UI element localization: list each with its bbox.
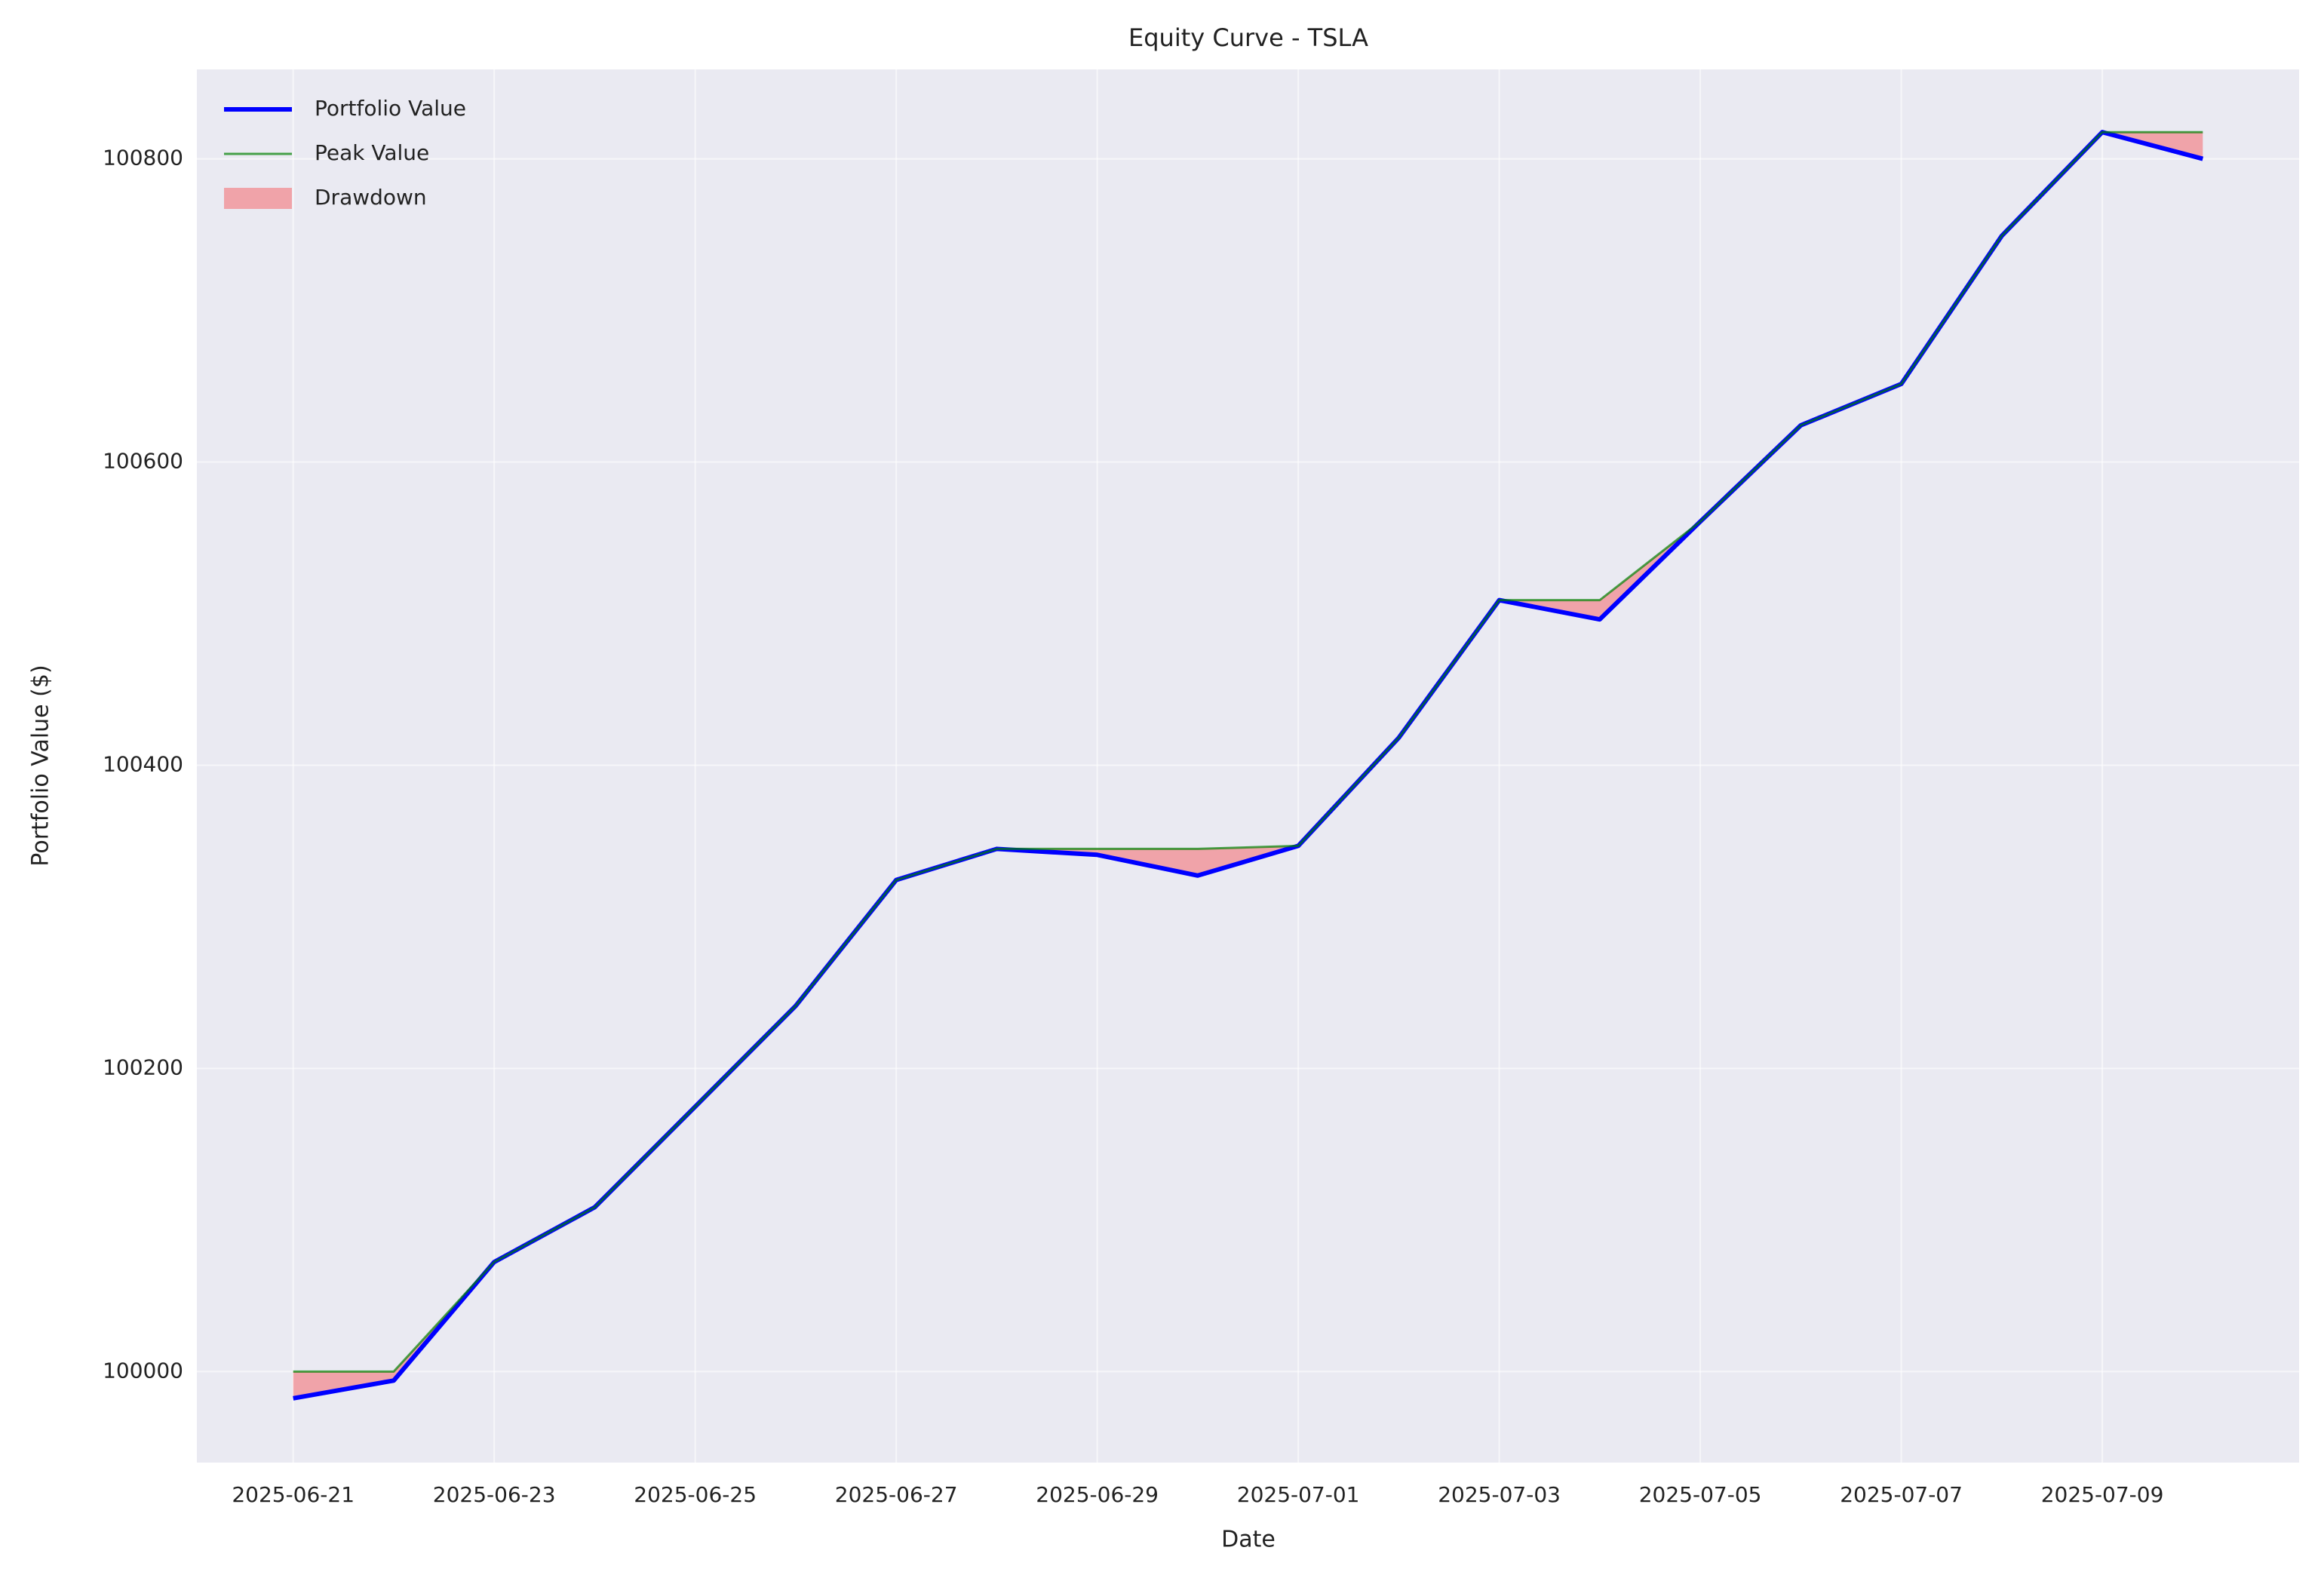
- x-tick-label: 2025-06-21: [232, 1482, 355, 1507]
- legend-label: Drawdown: [315, 185, 427, 210]
- y-tick-label: 100800: [103, 146, 183, 170]
- chart-title: Equity Curve - TSLA: [1128, 23, 1368, 52]
- plot-area: [197, 69, 2299, 1463]
- x-axis-label: Date: [1221, 1527, 1276, 1553]
- x-tick-label: 2025-07-01: [1237, 1482, 1360, 1507]
- x-tick-label: 2025-06-25: [634, 1482, 757, 1507]
- legend-label: Portfolio Value: [315, 96, 466, 121]
- series-line: [293, 130, 2203, 1373]
- y-tick-label: 100000: [103, 1358, 183, 1383]
- x-tick-label: 2025-07-07: [1840, 1482, 1963, 1507]
- x-tick-label: 2025-06-23: [433, 1482, 556, 1507]
- x-tick-label: 2025-06-27: [835, 1482, 958, 1507]
- x-tick-label: 2025-07-05: [1639, 1482, 1762, 1507]
- y-tick-label: 100600: [103, 449, 183, 474]
- y-tick-label: 100400: [103, 751, 183, 776]
- y-tick-label: 100200: [103, 1055, 183, 1079]
- x-tick-label: 2025-06-29: [1036, 1482, 1159, 1507]
- y-axis-label: Portfolio Value ($): [28, 665, 54, 866]
- legend-label: Peak Value: [315, 140, 429, 165]
- x-tick-label: 2025-07-03: [1438, 1482, 1561, 1507]
- x-tick-label: 2025-07-09: [2041, 1482, 2164, 1507]
- legend-swatch: [224, 188, 292, 209]
